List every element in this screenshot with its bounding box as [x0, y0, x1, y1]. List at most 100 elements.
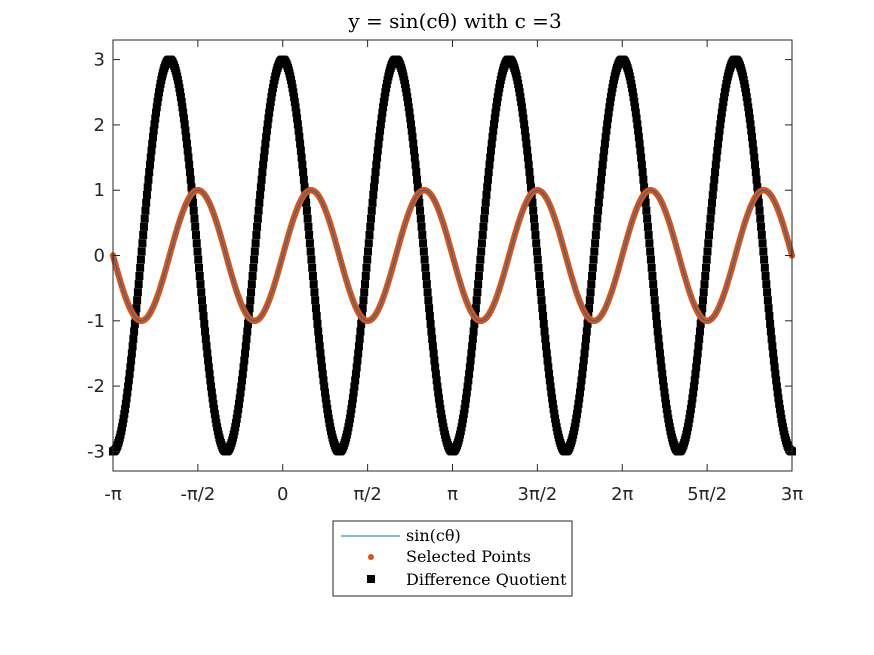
difference-quotient-point — [293, 120, 302, 129]
difference-quotient-point — [489, 120, 498, 129]
difference-quotient-point — [547, 388, 556, 397]
difference-quotient-point — [631, 108, 640, 117]
difference-quotient-point — [525, 168, 534, 177]
difference-quotient-point — [490, 114, 499, 123]
difference-quotient-point — [594, 198, 603, 207]
difference-quotient-point — [685, 414, 694, 423]
difference-quotient-point — [155, 88, 164, 97]
difference-quotient-point — [775, 399, 784, 408]
difference-quotient-point — [608, 83, 617, 92]
difference-quotient-point — [348, 399, 357, 408]
difference-quotient-point — [767, 334, 776, 343]
difference-quotient-point — [437, 409, 446, 418]
difference-quotient-point — [323, 405, 332, 414]
difference-quotient-point — [686, 405, 695, 414]
difference-quotient-point — [747, 126, 756, 135]
difference-quotient-point — [589, 255, 598, 264]
difference-quotient-point — [360, 280, 369, 289]
difference-quotient-point — [259, 160, 268, 169]
difference-quotient-point — [741, 88, 750, 97]
difference-quotient-point — [695, 334, 704, 343]
difference-quotient-point — [376, 120, 385, 129]
difference-quotient-point — [325, 419, 334, 428]
difference-quotient-point — [259, 153, 268, 162]
difference-quotient-point — [519, 114, 528, 123]
difference-quotient-point — [268, 83, 277, 92]
difference-quotient-point — [468, 334, 477, 343]
difference-quotient-point — [125, 369, 134, 378]
difference-quotient-point — [637, 160, 646, 169]
difference-quotient-point — [591, 231, 600, 240]
difference-quotient-point — [405, 108, 414, 117]
difference-quotient-point — [533, 247, 541, 256]
legend-label-difference-quotient: Difference Quotient — [406, 570, 567, 589]
difference-quotient-point — [379, 97, 388, 106]
difference-quotient-point — [531, 231, 540, 240]
difference-quotient-point — [754, 198, 763, 207]
difference-quotient-point — [489, 126, 498, 135]
difference-quotient-point — [575, 394, 584, 403]
difference-quotient-point — [403, 97, 412, 106]
difference-quotient-point — [344, 423, 353, 432]
difference-quotient-point — [296, 139, 305, 148]
difference-quotient-point — [478, 231, 487, 240]
difference-quotient-point — [487, 139, 496, 148]
difference-quotient-point — [587, 280, 596, 289]
difference-quotient-point — [486, 146, 495, 155]
difference-quotient-point — [431, 363, 440, 372]
difference-quotient-point — [539, 319, 548, 328]
difference-quotient-point — [265, 108, 274, 117]
difference-quotient-point — [744, 103, 753, 112]
difference-quotient-point — [428, 342, 437, 351]
difference-quotient-point — [641, 198, 650, 207]
difference-quotient-point — [585, 304, 594, 313]
difference-quotient-point — [533, 255, 542, 264]
difference-quotient-point — [459, 414, 468, 423]
difference-quotient-point — [436, 405, 445, 414]
difference-quotient-point — [371, 168, 380, 177]
difference-quotient-point — [706, 214, 715, 223]
difference-quotient-point — [539, 312, 548, 321]
difference-quotient-point — [250, 255, 259, 264]
difference-quotient-point — [657, 363, 666, 372]
difference-quotient-point — [716, 120, 725, 129]
difference-quotient-point — [630, 97, 639, 106]
difference-quotient-point — [718, 103, 727, 112]
difference-quotient-point — [764, 304, 773, 313]
difference-quotient-point — [121, 405, 130, 414]
difference-quotient-point — [355, 334, 364, 343]
difference-quotient-point — [304, 222, 313, 231]
difference-quotient-point — [207, 388, 216, 397]
difference-quotient-point — [689, 382, 698, 391]
difference-quotient-point — [745, 114, 754, 123]
difference-quotient-point — [483, 175, 492, 184]
difference-quotient-point — [580, 349, 589, 358]
difference-quotient-point — [598, 160, 607, 169]
difference-quotient-point — [462, 388, 471, 397]
difference-quotient-point — [185, 168, 194, 177]
difference-quotient-point — [631, 103, 640, 112]
difference-quotient-point — [576, 382, 585, 391]
difference-quotient-point — [755, 206, 764, 215]
difference-quotient-point — [420, 255, 429, 264]
difference-quotient-point — [234, 399, 243, 408]
difference-quotient-point — [364, 239, 373, 248]
difference-quotient-point — [147, 146, 156, 155]
difference-quotient-point — [591, 239, 600, 248]
difference-quotient-point — [579, 356, 588, 365]
difference-quotient-point — [462, 394, 471, 403]
difference-quotient-point — [249, 263, 258, 272]
difference-quotient-point — [491, 108, 500, 117]
difference-quotient-point — [324, 409, 333, 418]
difference-quotient-point — [179, 108, 188, 117]
difference-quotient-point — [366, 222, 375, 231]
difference-quotient-point — [720, 88, 729, 97]
difference-quotient-point — [541, 334, 550, 343]
difference-quotient-point — [634, 126, 643, 135]
difference-quotient-point — [572, 414, 581, 423]
difference-quotient-point — [469, 327, 478, 336]
difference-quotient-point — [130, 327, 139, 336]
difference-quotient-point — [515, 88, 524, 97]
legend: sin(cθ) Selected Points Difference Quoti… — [332, 520, 573, 597]
difference-quotient-point — [238, 376, 247, 385]
